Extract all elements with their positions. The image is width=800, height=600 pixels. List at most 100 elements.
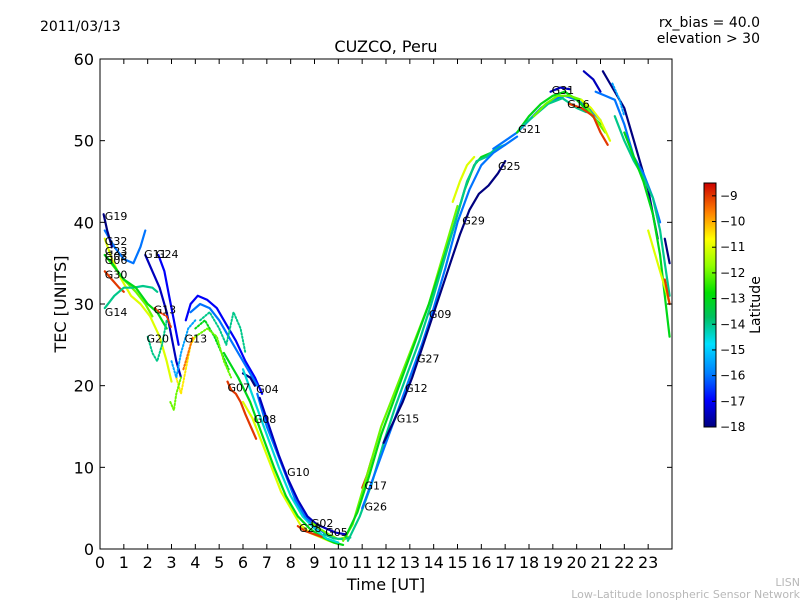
colorbar-ticks: −9 −10 −11 −12 −13 −14 −15 −16 −17 −18 (712, 189, 745, 434)
x-tick-label: 3 (166, 553, 176, 572)
prn-label-g30: G30 (105, 269, 128, 282)
prn-label-g19: G19 (105, 210, 128, 223)
tec-series-mid-green (199, 311, 247, 354)
prn-label-g32: G32 (105, 235, 128, 248)
x-tick-label: 4 (190, 553, 200, 572)
tec-series-late-blue1 (582, 70, 602, 93)
tec-series-morning-green (103, 284, 159, 310)
tec-series-asc-yellow (342, 204, 459, 542)
prn-label-g15: G15 (397, 412, 420, 425)
x-tick-label: 11 (352, 553, 372, 572)
x-tick-label: 15 (447, 553, 467, 572)
elevation-label: elevation > 30 (657, 31, 760, 47)
prn-label-g20: G20 (147, 332, 170, 345)
x-tick-label: 6 (238, 553, 248, 572)
prn-label-g28: G28 (299, 522, 322, 535)
tec-series-late-lgreen (623, 131, 671, 338)
x-tick-label: 19 (543, 553, 563, 572)
tec-series-g11-blue (144, 253, 183, 379)
prn-label-g03: G03 (105, 250, 128, 263)
colorbar (703, 182, 717, 428)
colorbar-tick-label: −10 (720, 215, 745, 229)
x-tick-label: 21 (590, 553, 610, 572)
tec-series-late-orange (647, 229, 671, 306)
date-label: 2011/03/13 (40, 19, 121, 35)
tec-series-morning-cyan (103, 229, 147, 265)
tec-series-late-dblue (663, 237, 671, 265)
prn-label-g11: G11 (144, 248, 167, 261)
x-tick-label: 7 (262, 553, 272, 572)
x-tick-label: 20 (566, 553, 586, 572)
prn-label-g25: G25 (498, 160, 521, 173)
tec-series-asc-orange (451, 155, 476, 203)
tec-series-late-dcyan (611, 82, 626, 118)
tec-series-asc-blue (382, 160, 507, 444)
colorbar-tick-label: −13 (720, 292, 745, 306)
tec-series-mid-cyan (189, 302, 259, 387)
y-tick-label: 20 (74, 377, 94, 396)
x-tick-label: 18 (519, 553, 539, 572)
prn-label-g29: G29 (462, 215, 485, 228)
x-tick-label: 17 (495, 553, 515, 572)
tec-series-g20-green (146, 319, 168, 363)
tec-series-aft-lgreen (515, 90, 602, 134)
tec-series-g13-red (153, 307, 173, 330)
y-tick-label: 10 (74, 458, 94, 477)
colorbar-tick-label: −11 (720, 240, 745, 254)
tec-series-late-blue2 (601, 70, 659, 240)
y-tick-label: 0 (84, 540, 94, 559)
x-tick-label: 8 (286, 553, 296, 572)
tec-series-desc-green (241, 368, 340, 544)
series-layer (102, 70, 671, 547)
prn-label-g02: G02 (311, 517, 334, 530)
chart-title: CUZCO, Peru (334, 37, 437, 56)
x-tick-label: 0 (95, 553, 105, 572)
prn-label-g13: G13 (154, 304, 177, 317)
y-tick-label: 40 (74, 213, 94, 232)
prn-label-g24: G24 (156, 248, 179, 261)
tec-series-mid-yellow (194, 327, 233, 379)
y-axis-label: TEC [UNITS] (51, 256, 70, 354)
prn-label-g27: G27 (417, 353, 440, 366)
axis-ticks: 0 1 2 3 4 5 6 7 8 9 10 11 12 13 14 15 16 17 18 19 20 21 22 2301… (74, 50, 672, 572)
y-tick-label: 30 (74, 295, 94, 314)
prn-label-g26: G26 (365, 501, 388, 514)
tec-series-desc-blue (258, 396, 347, 536)
prn-label-g23: G23 (105, 245, 128, 258)
colorbar-tick-label: −18 (720, 420, 745, 434)
tec-series-late-green (613, 115, 671, 297)
prn-label-g17: G17 (365, 479, 388, 492)
colorbar-tick-label: −17 (720, 394, 745, 408)
prn-label-g10: G10 (287, 466, 310, 479)
tec-series-aft-red (568, 102, 609, 146)
tec-series-g24-blue (157, 253, 180, 346)
prn-label-g12: G12 (405, 382, 428, 395)
tec-series-g28-red (296, 524, 323, 538)
lisn-logo-text: LISN (775, 576, 800, 589)
x-tick-label: 23 (638, 553, 658, 572)
tec-series-aft-orange (580, 98, 612, 142)
x-tick-label: 22 (614, 553, 634, 572)
prn-label-g31: G31 (552, 84, 575, 97)
colorbar-label: Latitude (748, 276, 764, 334)
y-tick-label: 50 (74, 132, 94, 151)
tec-series-dip-yellow (169, 376, 182, 412)
x-tick-label: 1 (119, 553, 129, 572)
prn-label-g07: G07 (228, 381, 251, 394)
prn-label-g06: G06 (105, 254, 128, 267)
tec-series-g07-red (226, 380, 258, 440)
x-tick-label: 12 (376, 553, 396, 572)
tec-series-morning-blue (102, 213, 114, 248)
colorbar-tick-label: −9 (720, 189, 738, 203)
prn-label-g08: G08 (254, 413, 277, 426)
y-tick-label: 60 (74, 50, 94, 69)
prn-label-g14: G14 (105, 306, 128, 319)
prn-label-g21: G21 (518, 123, 541, 136)
tec-series-asc-cyan (361, 135, 519, 510)
tec-series-aft-green (518, 97, 588, 130)
tec-series-mid-blue (184, 294, 264, 395)
x-axis-label: Time [UT] (346, 575, 425, 594)
tec-series-g05-green (322, 533, 352, 541)
